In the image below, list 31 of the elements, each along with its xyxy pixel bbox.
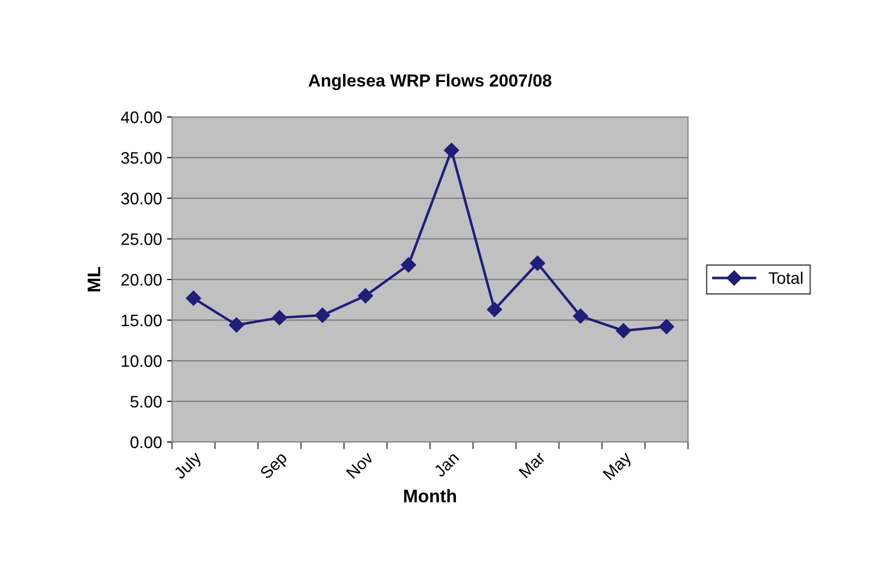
point (486, 302, 502, 318)
x-tick-label: July (172, 450, 204, 482)
point (314, 308, 330, 323)
legend-label: Total (768, 272, 802, 284)
y-tick-label: 20.00 (121, 274, 162, 286)
point (616, 323, 632, 338)
point (444, 142, 460, 158)
y-tick-label: 25.00 (121, 233, 162, 246)
x-tick-label: Jan (433, 452, 460, 478)
point (400, 257, 416, 272)
x-tick-label: Nov (346, 450, 374, 479)
point (658, 319, 674, 334)
x-tick-label: Mar (518, 450, 546, 478)
y-tick-label: 30.00 (121, 192, 162, 204)
point (530, 256, 546, 271)
y-tick-label: 5.00 (130, 396, 162, 408)
y-tick-label: 40.00 (120, 111, 162, 124)
point (272, 310, 288, 326)
y-tick-label: 10.00 (122, 355, 162, 367)
y-tick-label: 35.00 (121, 152, 162, 164)
chart-title: Anglesea WRP Flows 2007/08 (308, 74, 552, 90)
point (186, 290, 202, 306)
x-axis-title: Month (404, 489, 456, 502)
point (572, 308, 588, 324)
x-tick-label: May (602, 450, 634, 483)
y-axis-title: ML (88, 267, 100, 292)
y-tick-label: 15.00 (122, 314, 162, 326)
y-tick-label: 0.00 (130, 436, 162, 448)
point (228, 317, 244, 333)
point (358, 288, 374, 304)
x-tick-label: Sep (259, 451, 290, 482)
